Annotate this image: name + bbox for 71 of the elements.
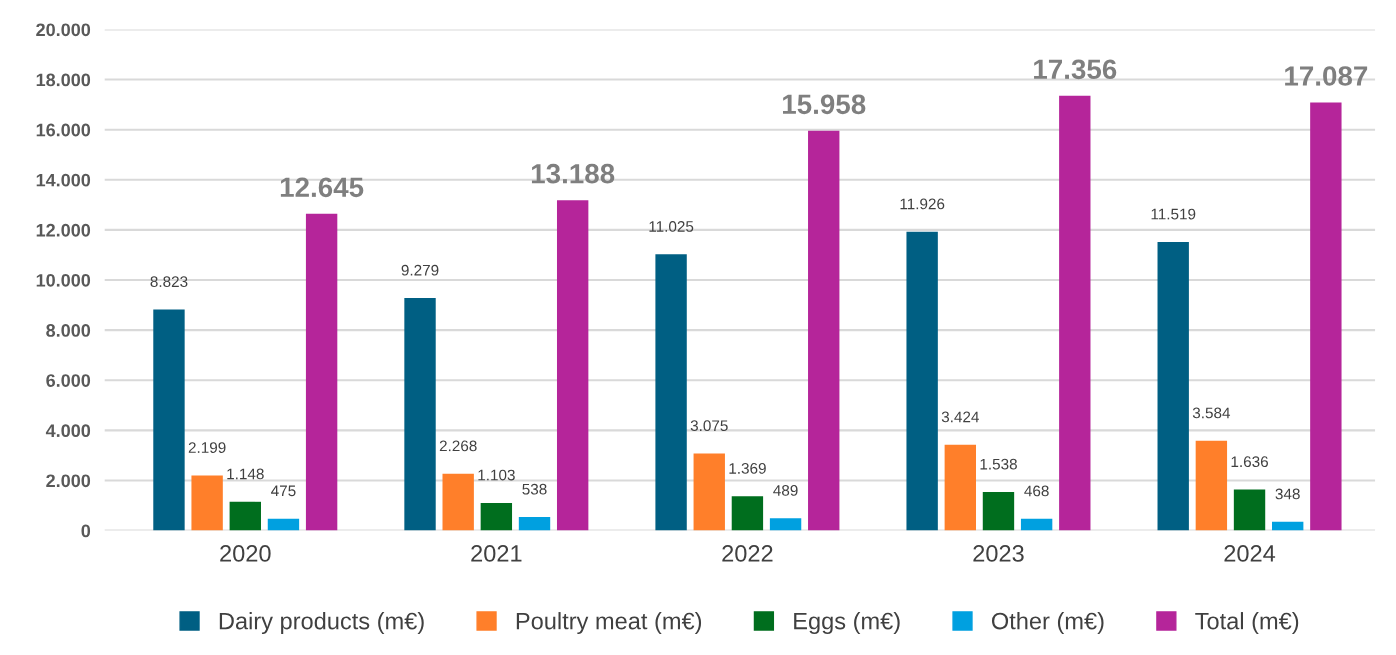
y-tick-label: 20.000	[36, 23, 91, 37]
data-label: 13.188	[531, 163, 615, 184]
bar	[1059, 95, 1091, 531]
bar	[906, 231, 938, 531]
bar	[404, 298, 436, 531]
legend-label: Total (m€)	[1195, 612, 1299, 635]
data-label: 17.356	[1034, 59, 1117, 80]
bar	[655, 254, 687, 531]
y-tick-label: 14.000	[36, 173, 91, 187]
legend-label: Other (m€)	[991, 612, 1104, 635]
y-tick-label: 12.000	[36, 223, 91, 237]
legend-label: Poultry meat (m€)	[516, 612, 702, 635]
x-tick-label: 2022	[722, 545, 773, 562]
y-tick-label: 2.000	[46, 474, 91, 488]
x-tick-label: 2020	[220, 545, 271, 562]
y-tick-label: 8.000	[46, 324, 91, 337]
bar	[1272, 521, 1304, 531]
bar	[731, 496, 764, 531]
bar	[1310, 102, 1342, 531]
bar	[1195, 440, 1228, 531]
y-tick-label: 4.000	[45, 424, 91, 438]
data-label: 2.199	[188, 442, 226, 453]
legend-label: Dairy products (m€)	[219, 612, 424, 635]
bar	[944, 444, 976, 531]
bar	[769, 518, 802, 531]
bar	[1233, 489, 1266, 531]
data-label: 1.148	[227, 468, 264, 480]
x-tick-label: 2023	[973, 545, 1024, 562]
y-tick-label: 10.000	[36, 273, 91, 287]
data-label: 3.584	[1192, 407, 1231, 419]
bar	[693, 453, 725, 531]
data-label: 475	[271, 485, 296, 497]
x-tick-label: 2024	[1224, 545, 1276, 562]
legend-label: Eggs (m€)	[794, 612, 900, 635]
bar	[229, 501, 261, 531]
bar	[556, 200, 589, 531]
bar	[1020, 518, 1053, 531]
data-label: 17.087	[1285, 66, 1368, 86]
data-label: 1.369	[729, 462, 766, 474]
data-label: 538	[522, 483, 547, 495]
y-tick-label: 18.000	[36, 73, 91, 87]
bar	[1157, 241, 1189, 531]
data-label: 11.926	[900, 198, 945, 210]
data-label: 3.424	[941, 411, 979, 423]
data-label: 468	[1024, 485, 1049, 497]
data-label: 1.103	[478, 469, 515, 481]
data-label: 1.538	[980, 458, 1017, 470]
data-label: 15.958	[783, 94, 866, 115]
data-label: 1.636	[1231, 456, 1268, 468]
bar	[518, 517, 551, 531]
bar	[191, 475, 223, 531]
data-label: 3.075	[690, 420, 728, 432]
bar	[267, 518, 300, 531]
bar	[982, 492, 1015, 531]
data-label: 9.279	[401, 264, 439, 276]
data-label: 11.519	[1151, 208, 1196, 220]
data-label: 8.823	[150, 276, 188, 288]
bar	[305, 213, 338, 531]
y-tick-label: 6.000	[46, 374, 91, 387]
bar	[153, 309, 185, 531]
data-label: 489	[773, 485, 798, 496]
y-tick-label: 16.000	[36, 123, 91, 137]
data-label: 12.645	[280, 177, 364, 198]
bar	[480, 502, 513, 531]
data-label: 348	[1275, 488, 1300, 500]
bar	[442, 473, 474, 531]
data-label: 11.025	[649, 221, 694, 232]
y-tick-label: 0	[81, 524, 91, 538]
bar	[808, 130, 840, 531]
data-label: 2.268	[439, 440, 477, 452]
x-tick-label: 2021	[471, 545, 522, 562]
